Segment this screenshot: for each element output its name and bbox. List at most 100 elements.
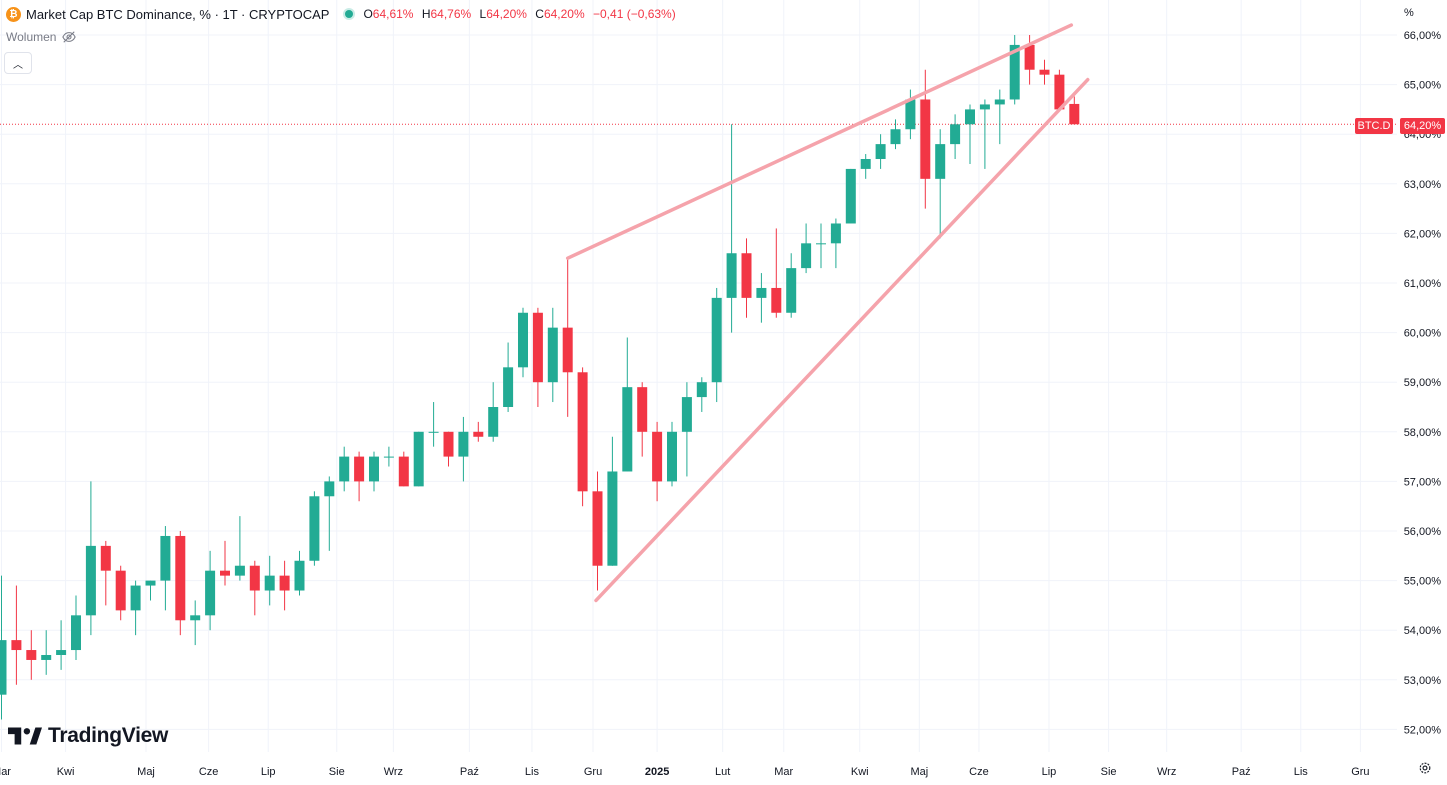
x-tick-label: Kwi bbox=[57, 766, 75, 778]
candle-up bbox=[413, 431, 424, 487]
candle-down bbox=[771, 228, 782, 318]
tradingview-logo[interactable]: TradingView bbox=[8, 724, 168, 748]
brand-name: TradingView bbox=[48, 724, 169, 747]
candle-up bbox=[205, 550, 216, 631]
candle-body bbox=[1009, 44, 1020, 100]
candle-down bbox=[175, 531, 186, 636]
candle-up bbox=[1009, 35, 1020, 105]
x-tick-label: Lip bbox=[1042, 766, 1057, 778]
market-status-icon[interactable] bbox=[345, 10, 354, 18]
volume-label: Wolumen bbox=[6, 30, 57, 44]
x-tick-label: Wrz bbox=[1157, 766, 1176, 778]
x-tick-label: Lut bbox=[715, 766, 730, 778]
candle-body bbox=[56, 650, 67, 655]
candle-body bbox=[905, 99, 916, 130]
candle-down bbox=[1039, 59, 1050, 85]
candle-down bbox=[562, 258, 573, 417]
candle-up bbox=[56, 620, 67, 670]
candle-body bbox=[160, 535, 171, 581]
candle-down bbox=[398, 451, 409, 487]
collapse-legend-button[interactable]: ︿ bbox=[4, 52, 32, 74]
candle-body bbox=[518, 312, 528, 368]
candle-up bbox=[875, 134, 886, 169]
x-tick-label: Gru bbox=[584, 766, 602, 778]
candle-body bbox=[890, 129, 901, 145]
y-tick-label: 66,00% bbox=[1404, 30, 1442, 42]
candle-up bbox=[890, 119, 901, 150]
candle-up bbox=[339, 446, 350, 492]
eye-off-icon[interactable] bbox=[62, 30, 77, 44]
candle-body bbox=[1069, 103, 1080, 125]
candle-body bbox=[488, 407, 499, 437]
candle-down bbox=[100, 540, 111, 606]
open-value: 64,61% bbox=[372, 7, 414, 21]
y-tick-label: 62,00% bbox=[1404, 228, 1442, 240]
candle-body bbox=[175, 535, 186, 621]
candle-down bbox=[637, 382, 648, 457]
candle-up bbox=[979, 99, 990, 169]
candle-body bbox=[816, 243, 826, 245]
low-value: 64,20% bbox=[486, 7, 527, 21]
candle-down bbox=[473, 421, 484, 442]
candle-up bbox=[458, 416, 469, 482]
candle-up bbox=[503, 342, 514, 412]
x-tick-label: Maj bbox=[137, 766, 155, 778]
candle-up bbox=[294, 550, 305, 596]
candle-up bbox=[85, 481, 96, 636]
y-tick-label: 56,00% bbox=[1404, 526, 1442, 538]
candle-up bbox=[234, 516, 245, 581]
candle-body bbox=[71, 615, 81, 651]
x-tick-label: Cze bbox=[199, 766, 219, 778]
symbol-title[interactable]: Market Cap BTC Dominance, % · 1T · CRYPT… bbox=[26, 6, 330, 22]
candle-body bbox=[711, 297, 722, 383]
candle-up bbox=[547, 307, 558, 403]
candle-body bbox=[1039, 69, 1050, 75]
candle-body bbox=[607, 471, 618, 566]
x-tick-label: Paź bbox=[460, 766, 479, 778]
candle-body bbox=[637, 387, 648, 432]
candle-body bbox=[11, 640, 22, 651]
x-tick-label: Lis bbox=[525, 766, 540, 778]
high-value: 64,76% bbox=[430, 7, 472, 21]
y-tick-label: 61,00% bbox=[1404, 278, 1442, 290]
ohlc-values: O64,61% H64,76% L64,20% C64,20% −0,41 (−… bbox=[363, 7, 680, 21]
candle-up bbox=[71, 595, 81, 660]
x-tick-label: Wrz bbox=[384, 766, 403, 778]
candle-body bbox=[592, 491, 603, 566]
candle-up bbox=[145, 580, 156, 601]
candle-up bbox=[264, 555, 275, 606]
candle-body bbox=[994, 99, 1005, 105]
x-tick-label: Lip bbox=[261, 766, 276, 778]
candle-down bbox=[443, 431, 454, 467]
x-tick-label: Cze bbox=[969, 766, 989, 778]
candle-body bbox=[458, 431, 469, 457]
candle-body bbox=[130, 585, 141, 611]
candle-body bbox=[860, 159, 871, 169]
price-scale-unit[interactable]: % bbox=[1404, 7, 1414, 19]
candle-body bbox=[234, 565, 245, 576]
high-key: H bbox=[421, 7, 431, 21]
candle-up bbox=[309, 491, 320, 566]
candle-body bbox=[0, 640, 7, 695]
x-tick-label: Paź bbox=[1232, 766, 1251, 778]
candle-body bbox=[443, 431, 454, 457]
candle-up bbox=[950, 114, 961, 159]
candle-up bbox=[816, 223, 826, 269]
y-tick-label: 59,00% bbox=[1404, 377, 1442, 389]
candles bbox=[0, 35, 1080, 720]
candle-up bbox=[845, 168, 856, 224]
candle-body bbox=[1054, 74, 1065, 110]
candle-down bbox=[652, 421, 663, 502]
candle-body bbox=[696, 382, 707, 398]
candle-up bbox=[965, 104, 975, 164]
settings-gear-icon[interactable] bbox=[1418, 761, 1432, 775]
candle-up bbox=[488, 382, 499, 442]
candle-body bbox=[428, 431, 439, 433]
candle-down bbox=[354, 451, 365, 502]
close-key: C bbox=[535, 7, 544, 21]
open-key: O bbox=[363, 7, 373, 21]
candle-body bbox=[726, 253, 737, 298]
chart-legend: ₿ Market Cap BTC Dominance, % · 1T · CRY… bbox=[6, 5, 681, 23]
